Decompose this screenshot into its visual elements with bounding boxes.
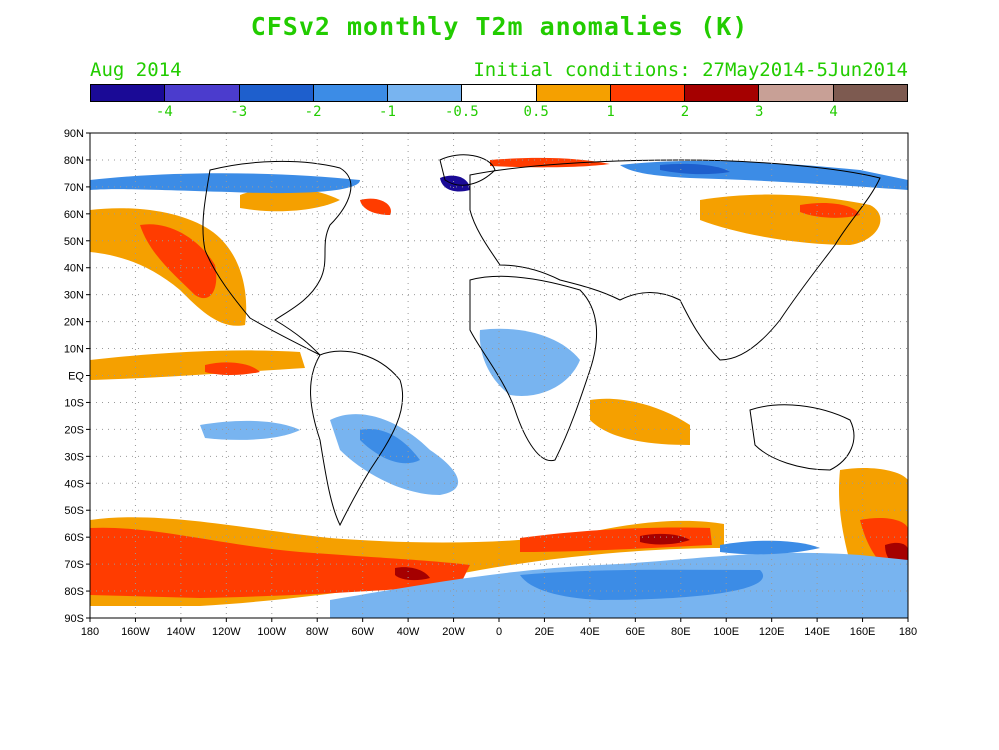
lat-label: 50S [64,505,84,517]
colorbar-label: -1 [379,104,396,120]
colorbar-swatch [239,85,314,101]
lon-label: 80E [671,626,691,638]
lon-label: 80W [306,626,329,638]
lon-label: 20E [535,626,555,638]
lon-label: 100E [713,626,739,638]
colorbar-swatch [833,85,907,101]
lat-label: 70S [64,559,84,571]
lat-label: 20N [64,317,84,329]
colorbar-label: 4 [829,104,838,120]
lon-label: 40W [397,626,420,638]
lon-label: 180 [899,626,917,638]
colorbar-label: -4 [155,104,173,120]
lon-label: 140E [804,626,830,638]
colorbar-swatch [759,85,834,101]
colorbar-label: -0.5 [444,104,479,120]
colorbar-swatch [165,85,240,101]
colorbar-swatch [462,85,537,101]
colorbar-swatch [610,85,686,101]
lat-label: 80N [64,155,84,167]
colorbar-label: 2 [680,104,690,120]
map-title: CFSv2 monthly T2m anomalies (K) [250,12,749,41]
colorbar-labels: -4 -3 -2 -1 -0.5 0.5 1 2 3 4 [0,104,999,124]
valid-month-label: Aug 2014 [90,59,182,81]
initial-conditions-label: Initial conditions: 27May2014-5Jun2014 [473,59,908,81]
lon-label: 60E [626,626,646,638]
grid [90,133,908,618]
colorbar-swatch [91,85,166,101]
lat-label: 90S [64,613,84,625]
lat-label: 50N [64,236,84,248]
lon-label: 100W [257,626,286,638]
latitude-labels: 90N 80N 70N 60N 50N 40N 30N 20N 10N EQ 10S 20S 30S 40… [64,128,90,625]
colorbar-swatch [536,85,611,101]
lon-label: 20W [442,626,465,638]
anomaly-field [90,157,908,618]
lon-label: 0 [496,626,502,638]
colorbar-label: -3 [230,104,248,120]
lat-label: 30S [64,451,84,463]
longitude-labels: 180 160W 140W 120W 100W 80W 60W 40W 20W 0 20E 40E 60… [81,618,917,638]
colorbar-swatch [313,85,389,101]
lat-label: 60N [64,209,84,221]
lon-label: 160W [121,626,150,638]
lat-label: 40S [64,478,84,490]
lon-label: 60W [351,626,374,638]
colorbar-label: -2 [304,104,322,120]
colorbar-label: 0.5 [523,104,549,120]
colorbar-swatch [685,85,760,101]
colorbar [90,84,908,102]
colorbar-label: 1 [606,104,615,120]
lat-label: 80S [64,586,84,598]
lat-label: 70N [64,182,84,194]
colorbar-label: 3 [755,104,764,120]
lon-label: 180 [81,626,99,638]
lon-label: 140W [167,626,196,638]
lat-label: 90N [64,128,84,140]
lat-label: EQ [68,371,84,383]
lon-label: 40E [580,626,600,638]
lon-label: 120E [759,626,785,638]
lon-label: 160E [850,626,876,638]
lon-label: 120W [212,626,241,638]
lat-label: 20S [64,424,84,436]
coastlines [202,154,881,527]
lat-label: 10N [64,344,84,356]
colorbar-swatch [388,85,463,101]
lat-label: 30N [64,290,84,302]
lat-label: 10S [64,397,84,409]
lat-label: 60S [64,532,84,544]
lat-label: 40N [64,263,84,275]
